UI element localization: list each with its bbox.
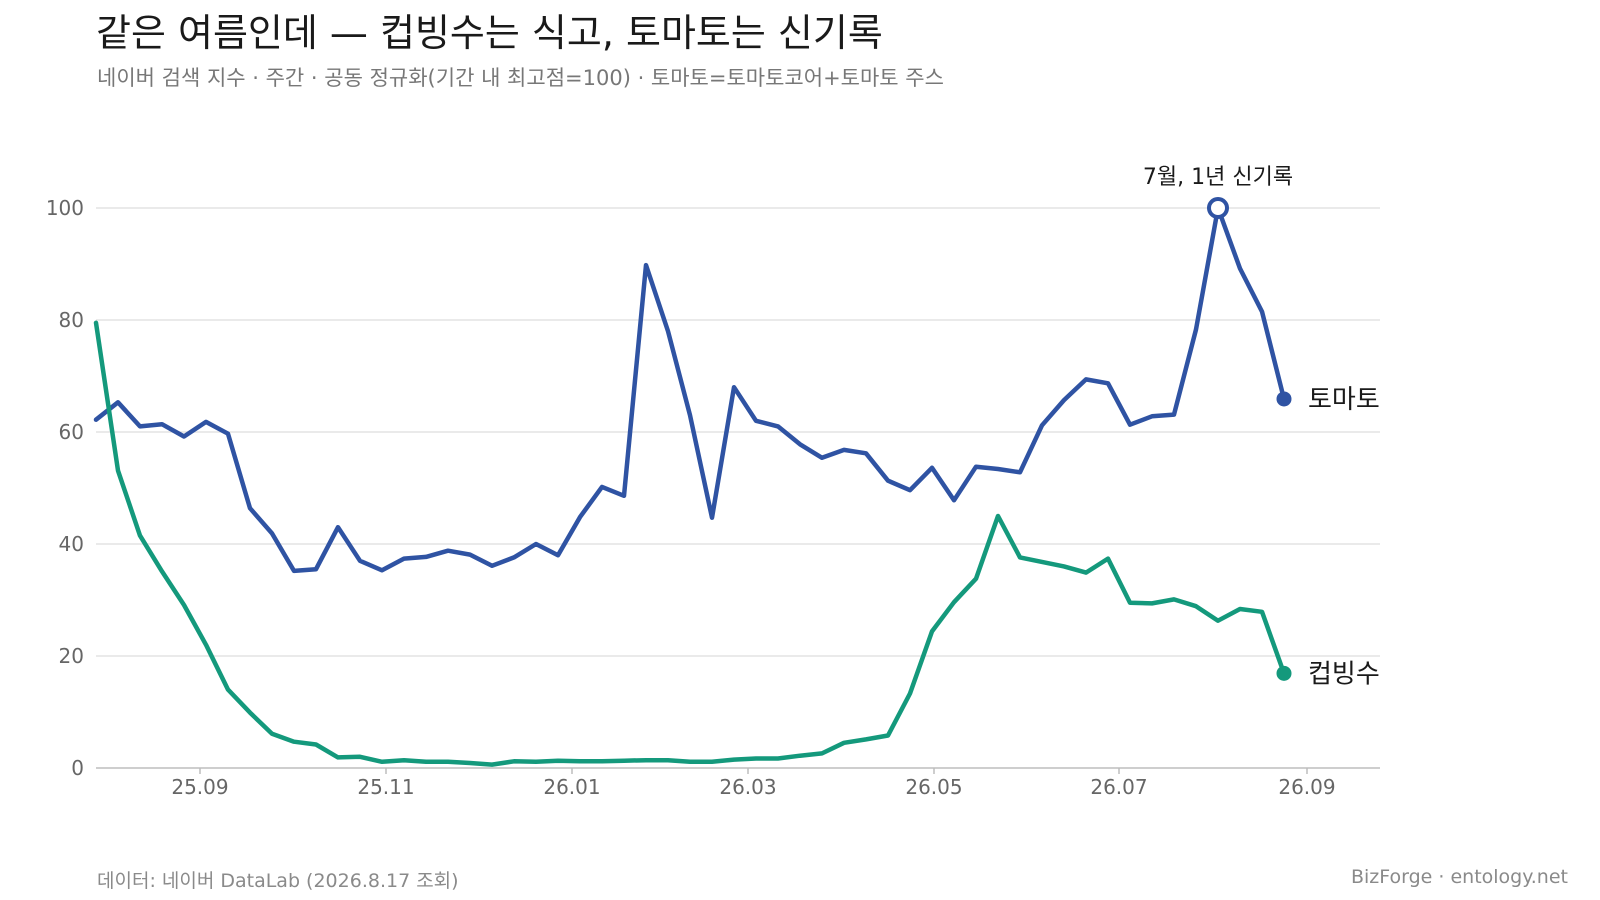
chart-title: 같은 여름인데 — 컵빙수는 식고, 토마토는 신기록 bbox=[96, 11, 883, 55]
x-tick-label: 25.09 bbox=[171, 775, 228, 799]
tomato-series-line bbox=[93, 205, 1287, 574]
source-note: 데이터: 네이버 DataLab (2026.8.17 조회) bbox=[97, 870, 459, 892]
series-lines bbox=[93, 205, 1287, 767]
x-tick-label: 26.07 bbox=[1090, 775, 1147, 799]
x-tick-label: 26.05 bbox=[905, 775, 962, 799]
tomato-end-marker bbox=[1276, 391, 1292, 407]
chart-subtitle: 네이버 검색 지수 · 주간 · 공동 정규화(기간 내 최고점=100) · … bbox=[97, 66, 944, 90]
y-tick-label: 40 bbox=[59, 532, 84, 556]
tomato-series-label: 토마토 bbox=[1308, 385, 1380, 415]
peak-marker bbox=[1207, 197, 1229, 219]
series-markers bbox=[1207, 197, 1292, 681]
y-tick-label: 0 bbox=[71, 756, 84, 780]
gridlines bbox=[96, 207, 1380, 657]
cupbingsu-series-line bbox=[93, 320, 1287, 767]
x-tick-label: 26.01 bbox=[543, 775, 600, 799]
x-tick-label: 26.03 bbox=[719, 775, 776, 799]
y-tick-label: 80 bbox=[59, 308, 84, 332]
x-tick-label: 26.09 bbox=[1278, 775, 1335, 799]
y-tick-label: 20 bbox=[59, 644, 84, 668]
y-tick-label: 60 bbox=[59, 420, 84, 444]
cupbingsu-series-label: 컵빙수 bbox=[1308, 659, 1380, 689]
x-tick-label: 25.11 bbox=[357, 775, 414, 799]
y-axis-ticks: 0 20 40 60 80 100 bbox=[46, 196, 84, 780]
cupbingsu-end-marker bbox=[1276, 665, 1292, 681]
credit-note: BizForge · entology.net bbox=[1350, 866, 1568, 888]
y-tick-label: 100 bbox=[46, 196, 84, 220]
peak-annotation: 7월, 1년 신기록 bbox=[1143, 165, 1293, 190]
x-axis: 25.09 25.11 26.01 26.03 26.05 26.07 26.09 bbox=[96, 767, 1380, 799]
